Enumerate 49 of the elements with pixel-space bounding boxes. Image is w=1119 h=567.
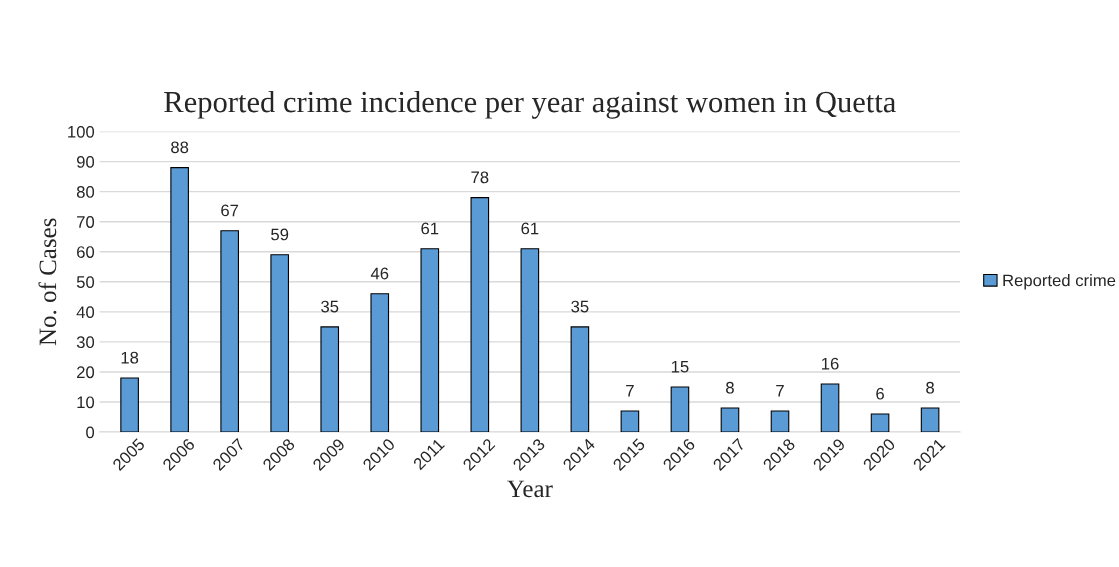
bar xyxy=(470,197,490,433)
bar xyxy=(370,293,390,433)
x-axis-title: Year xyxy=(507,480,553,498)
data-label: 35 xyxy=(321,300,339,313)
y-tick-label: 30 xyxy=(76,336,95,349)
bar xyxy=(120,377,139,433)
data-label: 18 xyxy=(121,351,139,364)
y-tick-label: 100 xyxy=(68,125,95,138)
data-label: 59 xyxy=(271,228,289,241)
bar xyxy=(670,386,690,433)
data-label: 7 xyxy=(776,384,784,397)
y-tick-label: 60 xyxy=(77,246,95,258)
y-tick-label: 20 xyxy=(77,366,95,379)
y-tick-label: 10 xyxy=(77,396,95,409)
bar xyxy=(420,248,440,433)
data-label: 35 xyxy=(571,300,589,313)
bar xyxy=(920,407,940,433)
data-label: 88 xyxy=(171,141,189,154)
bar xyxy=(870,413,890,433)
bar xyxy=(520,248,540,433)
bar xyxy=(770,410,790,433)
data-label: 8 xyxy=(726,381,734,394)
y-tick-label: 70 xyxy=(77,216,95,228)
bar xyxy=(320,326,340,433)
data-label: 46 xyxy=(370,267,389,280)
bar xyxy=(270,254,290,433)
y-tick-label: 40 xyxy=(76,306,95,319)
bar xyxy=(720,407,740,433)
bar xyxy=(220,230,239,433)
y-tick-label: 80 xyxy=(76,186,95,198)
legend-label: Reported crime xyxy=(1003,274,1116,290)
y-tick-label: 50 xyxy=(76,276,95,288)
data-label: 61 xyxy=(521,222,539,235)
data-label: 67 xyxy=(221,204,239,217)
y-tick-label: 0 xyxy=(86,426,95,439)
bar xyxy=(570,326,590,433)
data-label: 16 xyxy=(822,357,839,370)
data-label: 6 xyxy=(876,387,884,400)
bar xyxy=(170,167,189,433)
data-label: 7 xyxy=(626,384,634,397)
data-label: 61 xyxy=(421,222,439,235)
y-tick-label: 90 xyxy=(76,156,95,168)
y-axis-title: No. of Cases xyxy=(38,218,57,346)
data-label: 8 xyxy=(926,381,934,394)
bar xyxy=(820,383,840,433)
chart-title: Reported crime incidence per year against women in Quetta xyxy=(164,90,896,119)
bar xyxy=(620,410,640,433)
data-label: 78 xyxy=(471,171,489,184)
data-label: 15 xyxy=(671,360,689,373)
